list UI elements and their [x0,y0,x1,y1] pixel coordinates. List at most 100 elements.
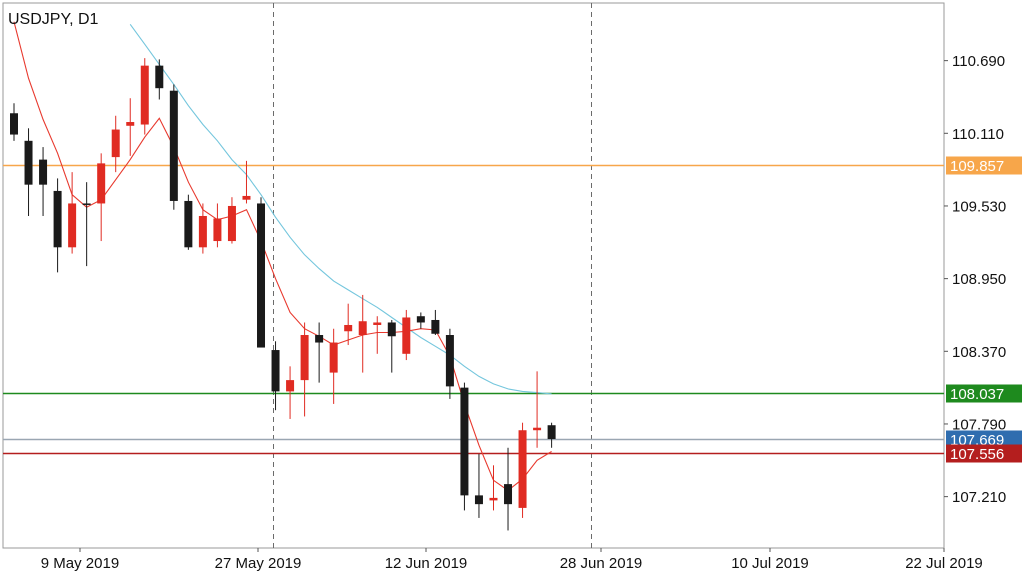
x-tick-label: 10 Jul 2019 [731,555,809,572]
candle-body [504,484,513,505]
y-tick-label: 109.530 [952,198,1006,215]
level-label-1: 109.857 [950,158,1004,175]
candle-6 [82,182,91,267]
candle-body [445,335,454,387]
candle-body [460,387,469,496]
candle-body [68,203,77,248]
y-tick-label: 107.790 [952,416,1006,433]
candle-2 [24,128,33,216]
chart-title: USDJPY, D1 [8,11,99,28]
candle-body [126,122,135,126]
candle-23 [329,328,338,404]
level-tag-3 [946,430,1022,449]
candle-34 [489,465,498,511]
y-tick-label: 107.210 [952,489,1006,506]
candle-body [489,497,498,501]
candle-body [286,380,295,392]
candle-body [111,129,120,158]
candle-body [315,335,324,343]
candle-body [416,316,425,323]
level-tag-1 [946,156,1022,175]
candle-35 [504,447,513,531]
candle-body [373,322,382,325]
candle-body [533,427,542,431]
x-tick-label: 27 May 2019 [215,555,302,572]
candle-body [169,90,178,201]
x-tick-label: 12 Jun 2019 [385,555,468,572]
slow-moving-average-line [129,23,552,395]
candle-15 [213,203,222,248]
candle-13 [184,194,193,250]
y-tick-label: 108.370 [952,344,1006,361]
candle-10 [140,58,149,135]
candle-body [227,205,236,242]
level-label-4: 107.556 [950,446,1004,463]
y-tick-label: 110.690 [952,53,1005,70]
y-tick-label: 108.950 [952,271,1006,288]
candle-22 [315,322,324,383]
candle-11 [155,59,164,100]
candle-body [358,321,367,336]
candle-19 [271,341,280,411]
level-tag-2 [946,384,1022,403]
candle-body [39,159,48,185]
candle-28 [402,309,411,361]
candle-body [518,430,527,508]
candle-29 [416,312,425,329]
candle-24 [344,303,353,346]
candle-27 [387,319,396,373]
candle-17 [242,160,251,204]
candle-20 [286,366,295,419]
level-tag-4 [946,444,1022,463]
x-tick-label: 28 Jun 2019 [560,555,643,572]
candle-body [547,425,556,439]
candle-38 [547,422,556,448]
candle-1 [10,103,18,141]
candle-30 [431,309,440,336]
candle-5 [68,172,77,254]
candle-body [155,65,164,89]
candle-12 [169,84,178,210]
candle-body [198,215,207,248]
candle-body [431,319,440,334]
candle-21 [300,322,309,417]
candle-body [329,342,338,373]
candle-body [213,218,222,242]
candle-37 [533,371,542,448]
candle-body [300,335,309,381]
candle-body [140,65,149,125]
candle-body [387,322,396,337]
candle-3 [39,147,48,216]
candle-16 [227,197,236,244]
candle-9 [126,98,135,156]
candle-31 [445,328,454,399]
candle-26 [373,316,382,354]
level-label-2: 108.037 [950,386,1004,403]
candle-body [82,203,91,205]
candle-14 [198,203,207,254]
candle-body [242,195,251,200]
candle-25 [358,294,367,373]
candle-36 [518,422,527,518]
candle-body [53,190,62,248]
candle-body [184,200,193,248]
candle-body [10,113,18,135]
candle-18 [257,197,266,348]
candle-body [257,203,266,348]
candle-33 [474,454,483,518]
candle-body [474,495,483,505]
plot-frame [2,2,945,549]
x-tick-label: 9 May 2019 [41,555,119,572]
y-tick-label: 110.110 [952,126,1004,143]
x-tick-label: 22 Jul 2019 [905,555,983,572]
candle-body [24,140,33,185]
candle-body [271,350,280,392]
candle-8 [111,115,120,173]
candle-body [402,317,411,354]
candle-body [97,163,106,204]
candle-body [344,324,353,332]
candle-32 [460,382,469,511]
candle-4 [53,178,62,273]
